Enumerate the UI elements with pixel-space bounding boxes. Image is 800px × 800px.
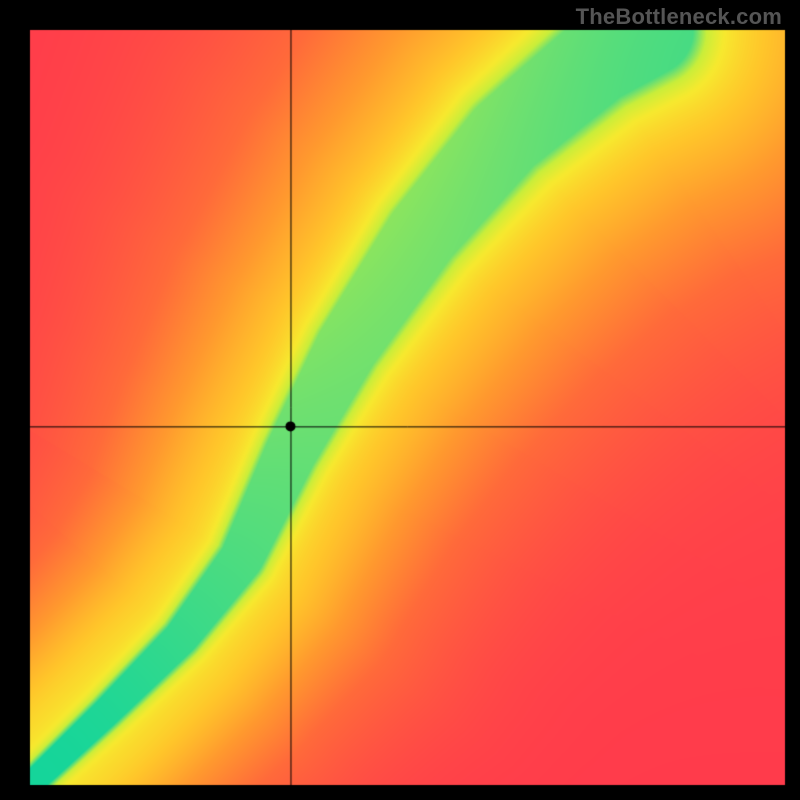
heatmap-canvas	[0, 0, 800, 800]
chart-container: TheBottleneck.com	[0, 0, 800, 800]
watermark-text: TheBottleneck.com	[576, 4, 782, 30]
